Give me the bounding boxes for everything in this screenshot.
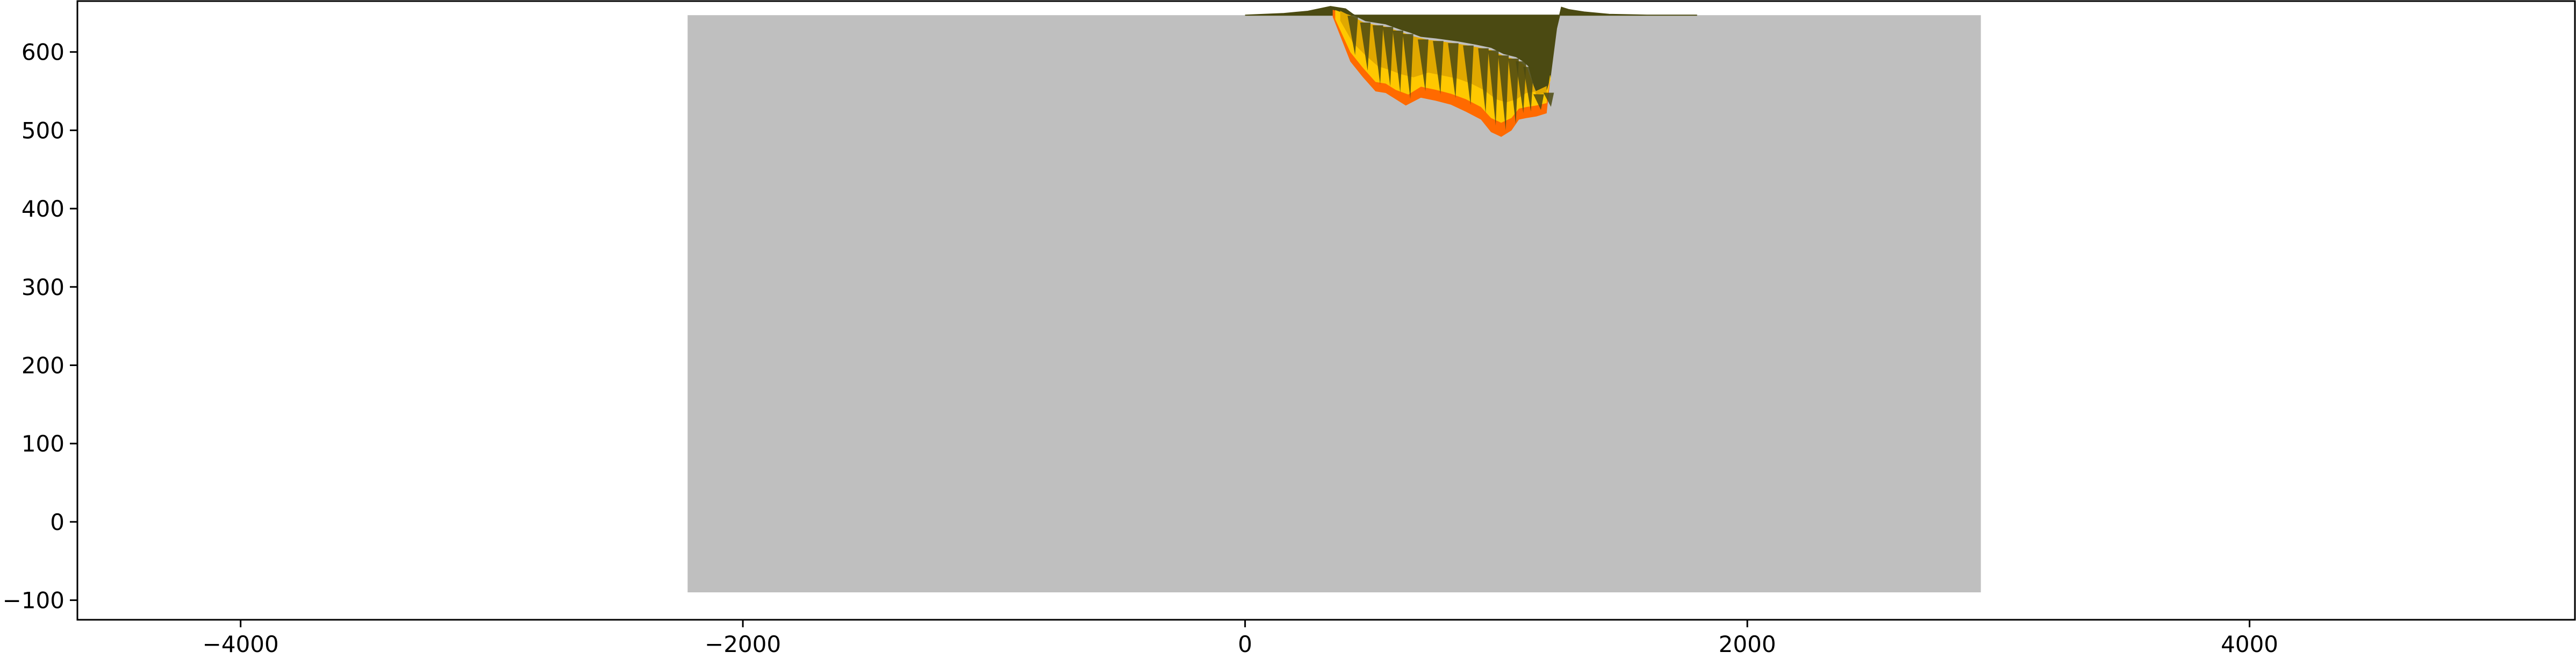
plot-area bbox=[687, 6, 1981, 593]
excavation-streak bbox=[1418, 39, 1429, 91]
y-tick-label: 500 bbox=[21, 117, 64, 144]
y-tick-label: 100 bbox=[21, 431, 64, 457]
excavation-streak bbox=[1382, 27, 1394, 87]
axis-tick-labels: −4000 −2000 0 2000 4000 −100 0 100 200 300 400 500 6… bbox=[3, 39, 2278, 657]
y-tick-label: 200 bbox=[21, 352, 64, 378]
excavation-streak bbox=[1516, 61, 1526, 113]
x-tick-label: 2000 bbox=[1719, 631, 1776, 657]
excavation-streak bbox=[1498, 55, 1509, 131]
y-tick-label: −100 bbox=[3, 588, 64, 614]
y-tick-label: 400 bbox=[21, 196, 64, 222]
y-tick-label: 0 bbox=[50, 509, 64, 535]
excavation-streak bbox=[1508, 58, 1519, 124]
excavation-streak bbox=[1533, 94, 1544, 110]
base-block bbox=[687, 15, 1981, 593]
terrain-profile bbox=[1245, 6, 1697, 99]
excavation-streak bbox=[1403, 34, 1413, 99]
excavation-streak bbox=[1448, 43, 1459, 98]
axis-ticks bbox=[70, 51, 2251, 627]
y-tick-label: 600 bbox=[21, 39, 64, 66]
x-tick-label: −4000 bbox=[203, 631, 279, 657]
excavation-streak bbox=[1373, 25, 1383, 85]
excavation-streak bbox=[1478, 48, 1489, 113]
excavation-streak bbox=[1463, 45, 1474, 105]
x-tick-label: 0 bbox=[1238, 631, 1252, 657]
axes-frame bbox=[76, 0, 2576, 621]
excavation-streak bbox=[1347, 16, 1358, 55]
x-tick-label: −2000 bbox=[705, 631, 781, 657]
excavation-streak bbox=[1360, 22, 1371, 71]
excavation-streak bbox=[1488, 50, 1499, 126]
excavation-streak bbox=[1543, 92, 1554, 107]
excavation-streak bbox=[1523, 67, 1534, 112]
x-tick-label: 4000 bbox=[2221, 631, 2278, 657]
excavation-streak bbox=[1433, 41, 1444, 95]
excavation-streak bbox=[1393, 30, 1404, 93]
y-tick-label: 300 bbox=[21, 274, 64, 300]
